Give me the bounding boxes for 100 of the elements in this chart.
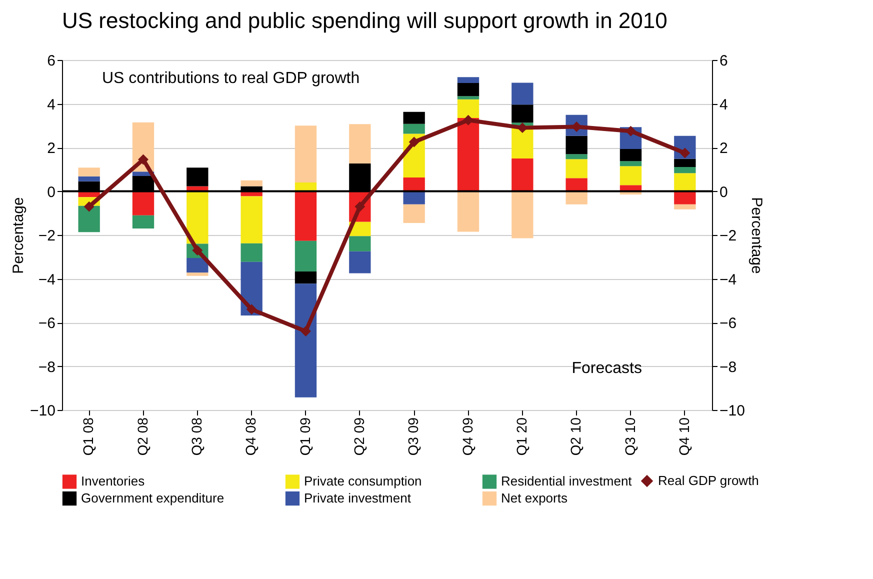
point — [680, 148, 690, 158]
x-tick-label: Q2 10 — [568, 417, 584, 456]
bar — [78, 168, 100, 176]
legend-label: Net exports — [501, 490, 568, 506]
point — [84, 201, 94, 212]
y2-tick-label: 2 — [720, 140, 728, 157]
bar — [240, 196, 262, 244]
bar — [403, 177, 425, 192]
y-tick-label: −2 — [38, 228, 56, 244]
bar — [403, 191, 425, 204]
y2-tick-label: 4 — [720, 96, 728, 114]
annotation: Forecasts — [572, 360, 642, 377]
bar — [674, 191, 696, 204]
bar — [566, 159, 588, 178]
bar — [674, 173, 696, 192]
bar — [512, 104, 534, 123]
y2-tick-label: 0 — [720, 184, 728, 201]
bar — [566, 178, 588, 192]
bar — [349, 124, 371, 164]
legend-label: Residential investment — [501, 474, 632, 489]
bar — [403, 204, 425, 223]
bar — [512, 82, 534, 105]
bar — [457, 77, 480, 83]
bar — [294, 240, 317, 272]
bar — [674, 166, 696, 174]
x-tick-label: Q4 08 — [242, 417, 259, 456]
x-tick-label: Q2 09 — [350, 417, 367, 456]
legend-label: Government expenditure — [81, 490, 224, 506]
bar — [294, 182, 317, 192]
x-tick-label: Q2 08 — [134, 417, 150, 456]
bar — [457, 96, 480, 100]
y-tick-label: −10 — [30, 402, 56, 420]
y2-tick-label: −10 — [720, 402, 745, 420]
bar — [186, 258, 208, 273]
bar — [294, 272, 317, 284]
y2-tick-label: −2 — [720, 228, 737, 244]
bar — [78, 176, 100, 182]
annotation: US contributions to real GDP growth — [102, 70, 360, 87]
x-tick-label: Q1 20 — [513, 417, 530, 456]
x-tick-label: Q3 09 — [405, 417, 422, 456]
y-tick-label: −6 — [38, 315, 56, 332]
point — [138, 154, 148, 165]
y2-tick-label: −6 — [720, 315, 737, 332]
y-tick-label: 4 — [47, 96, 56, 114]
bar — [186, 272, 208, 276]
chart-title: US restocking and public spending will support growth in 2010 — [62, 8, 668, 33]
y-tick-label: 6 — [47, 52, 56, 70]
bar — [78, 206, 100, 232]
x-tick-label: Q1 09 — [296, 417, 313, 456]
bar — [512, 158, 534, 192]
bar — [457, 118, 480, 192]
bar — [457, 99, 480, 118]
bar — [457, 191, 480, 232]
bar — [240, 243, 262, 262]
bar — [403, 124, 425, 134]
bar — [674, 158, 696, 167]
legend-label: Inventories — [81, 474, 146, 489]
legend-label: Real GDP growth — [658, 473, 759, 488]
bar — [512, 191, 534, 238]
legend-label: Private investment — [304, 490, 412, 506]
bar — [566, 191, 588, 204]
point — [300, 326, 311, 336]
bar — [132, 191, 154, 216]
y-tick-label: 2 — [47, 140, 56, 157]
bar — [186, 168, 208, 186]
bar — [620, 166, 642, 186]
bar — [240, 180, 262, 186]
bar — [186, 191, 208, 244]
x-tick-label: Q3 10 — [622, 417, 638, 456]
x-tick-label: Q1 08 — [80, 417, 96, 456]
y-tick-label: 0 — [47, 184, 56, 201]
bar — [674, 204, 696, 210]
x-tick-label: Q3 08 — [188, 417, 204, 456]
y-axis-title: Percentage — [10, 197, 28, 274]
point — [246, 304, 257, 315]
y2-tick-label: −8 — [720, 358, 737, 376]
bar — [457, 82, 480, 96]
x-tick-label: Q4 10 — [676, 417, 692, 456]
bar — [403, 112, 425, 124]
y2-axis-title: Percentage — [748, 197, 765, 274]
bar — [620, 161, 642, 166]
bar — [566, 136, 588, 154]
bar — [349, 251, 371, 274]
y-tick-label: −8 — [38, 358, 56, 376]
bar — [294, 191, 317, 241]
point — [463, 114, 474, 126]
bar — [186, 186, 208, 192]
y-tick-label: −4 — [38, 271, 56, 288]
y2-tick-label: 6 — [720, 52, 728, 70]
bar — [349, 236, 371, 252]
point — [626, 126, 636, 136]
legend-label: Private consumption — [304, 474, 422, 489]
y2-tick-label: −4 — [720, 271, 737, 288]
bar — [620, 149, 642, 162]
point — [408, 136, 420, 148]
bar — [566, 154, 588, 160]
bar — [294, 126, 317, 182]
bar — [132, 215, 154, 228]
x-tick-label: Q4 09 — [459, 417, 476, 456]
bar — [294, 284, 317, 398]
